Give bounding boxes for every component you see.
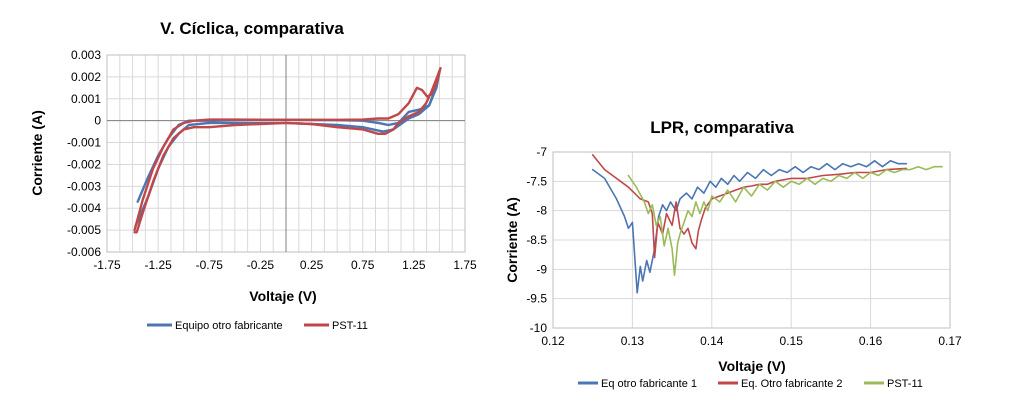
x-tick-label: 0.13 xyxy=(621,334,645,348)
grid xyxy=(552,151,951,329)
legend-label-series-1: Equipo otro fabricante xyxy=(175,320,283,332)
x-tick-label: -0.75 xyxy=(196,258,224,272)
x-tick-label: 0.14 xyxy=(700,334,724,348)
y-tick-label: -9 xyxy=(536,262,547,276)
x-axis-title: Voltaje (V) xyxy=(718,358,785,374)
chart-title: LPR, comparativa xyxy=(650,118,794,137)
y-tick-labels: -7 -7.5 -8 -8.5 -9 -9.5 -10 xyxy=(526,145,547,335)
x-tick-label: 0.25 xyxy=(300,258,324,272)
y-tick-label: -7.5 xyxy=(526,174,547,188)
legend-label-series-2: PST-11 xyxy=(332,320,368,332)
chart-title: V. Cíclica, comparativa xyxy=(160,19,344,38)
x-tick-label: -1.75 xyxy=(93,258,121,272)
series-lines xyxy=(591,154,943,294)
y-tick-label: -0.006 xyxy=(67,245,101,259)
y-tick-label: -8.5 xyxy=(526,233,547,247)
x-tick-label: 1.25 xyxy=(402,258,426,272)
legend-label-series-1: Eq otro fabricante 1 xyxy=(601,378,697,390)
y-tick-label: 0.002 xyxy=(71,70,101,84)
series-lines xyxy=(133,66,442,234)
x-tick-labels: 0.12 0.13 0.14 0.15 0.16 0.17 xyxy=(541,334,962,348)
x-tick-label: 0.15 xyxy=(780,334,804,348)
y-tick-label: 0.001 xyxy=(71,92,101,106)
legend-label-series-3: PST-11 xyxy=(887,378,923,390)
x-tick-label: 0.17 xyxy=(938,334,962,348)
series-line-2 xyxy=(591,154,908,259)
x-tick-label: -1.25 xyxy=(144,258,172,272)
y-tick-label: -0.003 xyxy=(67,179,101,193)
y-tick-label: -0.001 xyxy=(67,136,101,150)
y-tick-label: -8 xyxy=(536,204,547,218)
y-tick-labels: 0.003 0.002 0.001 0 -0.001 -0.002 -0.003 -0.004… xyxy=(67,48,101,259)
series-line-3 xyxy=(627,165,943,276)
y-tick-label: -10 xyxy=(530,321,548,335)
y-axis-title: Corriente (A) xyxy=(504,197,520,283)
x-tick-label: 0.16 xyxy=(859,334,883,348)
cyclic-voltammetry-chart: V. Cíclica, comparativa 0.0030.0020.0010… xyxy=(29,19,477,332)
y-tick-label: -0.005 xyxy=(67,223,101,237)
series-line-1 xyxy=(134,71,441,227)
x-tick-labels: -1.75 -1.25 -0.75 -0.25 0.25 0.75 1.25 1.75 xyxy=(93,258,477,272)
y-tick-label: 0.003 xyxy=(71,48,101,62)
legend: Eq otro fabricante 1 Eq. Otro fabricante… xyxy=(578,378,923,390)
series-line-1 xyxy=(591,160,908,294)
x-axis-title: Voltaje (V) xyxy=(249,288,316,304)
x-tick-label: -0.25 xyxy=(247,258,275,272)
y-tick-label: 0 xyxy=(94,114,101,128)
y-tick-label: -9.5 xyxy=(526,292,547,306)
x-tick-label: 1.75 xyxy=(453,258,477,272)
y-tick-label: -0.002 xyxy=(67,157,101,171)
legend: Equipo otro fabricante PST-11 xyxy=(147,320,368,332)
x-tick-label: 0.75 xyxy=(351,258,375,272)
series-line-2 xyxy=(133,66,442,234)
x-tick-label: 0.12 xyxy=(541,334,565,348)
lpr-chart: LPR, comparativa -7 -7.5 -8 -8.5 -9 -9.5 -10 0… xyxy=(504,118,962,390)
y-tick-label: -7 xyxy=(536,145,547,159)
legend-label-series-2: Eq. Otro fabricante 2 xyxy=(741,378,843,390)
y-tick-label: -0.004 xyxy=(67,201,101,215)
plot-area xyxy=(552,151,951,329)
y-axis-title: Corriente (A) xyxy=(29,110,45,196)
